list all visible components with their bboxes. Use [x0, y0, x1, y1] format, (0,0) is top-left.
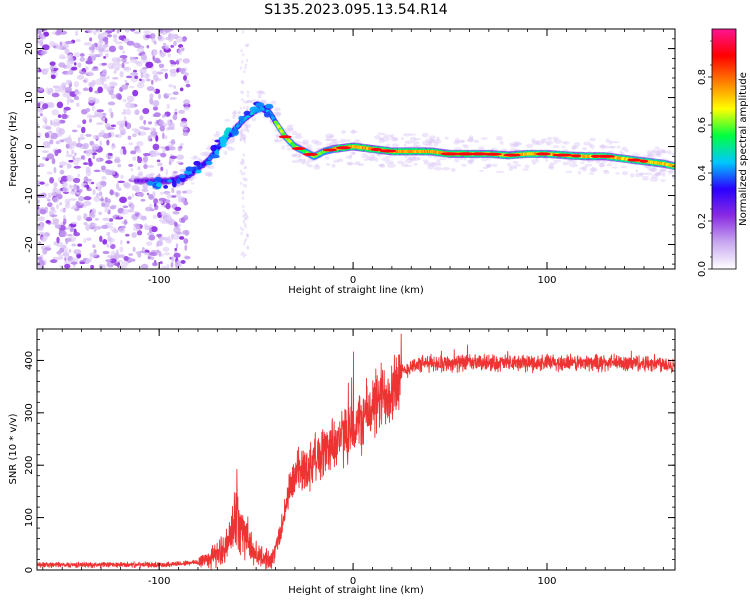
y-tick-label: -10	[24, 187, 35, 203]
snr-series-line	[37, 333, 675, 570]
y-tick-label: 200	[24, 456, 35, 475]
snr-y-label: SNR (10 * v/v)	[8, 413, 19, 484]
y-tick-label: 20	[24, 42, 35, 55]
y-tick-label: 400	[24, 351, 35, 370]
x-tick-label: 100	[537, 576, 556, 587]
colorbar: 0.0 0.2 0.4 0.6 0.8 Normalized spectral ampl…	[697, 28, 749, 277]
colorbar-tick-label: 0.4	[697, 165, 708, 181]
spectrogram-x-ticks: -100 0 100	[42, 29, 664, 286]
spectrogram-x-label: Height of straight line (km)	[288, 285, 424, 296]
x-tick-label: -100	[148, 576, 171, 587]
x-tick-label: -100	[148, 275, 171, 286]
snr-panel: -100 0 100 0 100 200 300 400 Height of straigh…	[8, 328, 676, 596]
snr-background	[37, 329, 675, 570]
colorbar-tick-label: 0.6	[697, 117, 708, 133]
x-tick-label: 0	[350, 576, 356, 587]
y-tick-label: 0	[24, 143, 35, 149]
snr-x-ticks: -100 0 100	[42, 329, 664, 587]
spectrogram-frame	[36, 28, 676, 270]
x-tick-label: 100	[537, 275, 556, 286]
x-tick-label: 0	[350, 275, 356, 286]
y-tick-label: 0	[24, 567, 35, 573]
snr-x-label: Height of straight line (km)	[288, 585, 424, 596]
snr-frame	[36, 328, 676, 571]
colorbar-tick-label: 0.8	[697, 69, 708, 85]
spectrogram-data	[37, 29, 675, 269]
y-tick-label: 10	[24, 91, 35, 104]
y-tick-label: 100	[24, 508, 35, 527]
y-tick-label: 300	[24, 403, 35, 422]
figure-title: S135.2023.095.13.54.R14	[264, 2, 447, 18]
colorbar-tick-label: 0.2	[697, 213, 708, 229]
spectrogram-y-label: Frequency (Hz)	[8, 111, 19, 187]
colorbar-label: Normalized spectral amplitude	[738, 72, 749, 226]
colorbar-tick-label: 0.0	[697, 261, 708, 277]
spectrogram-y-ticks: -20 -10 0 10 20	[24, 28, 675, 265]
snr-y-ticks: 0 100 200 300 400	[24, 328, 675, 573]
colorbar-gradient	[711, 28, 737, 270]
y-tick-label: -20	[24, 236, 35, 252]
colorbar-ticks: 0.0 0.2 0.4 0.6 0.8	[697, 40, 712, 277]
